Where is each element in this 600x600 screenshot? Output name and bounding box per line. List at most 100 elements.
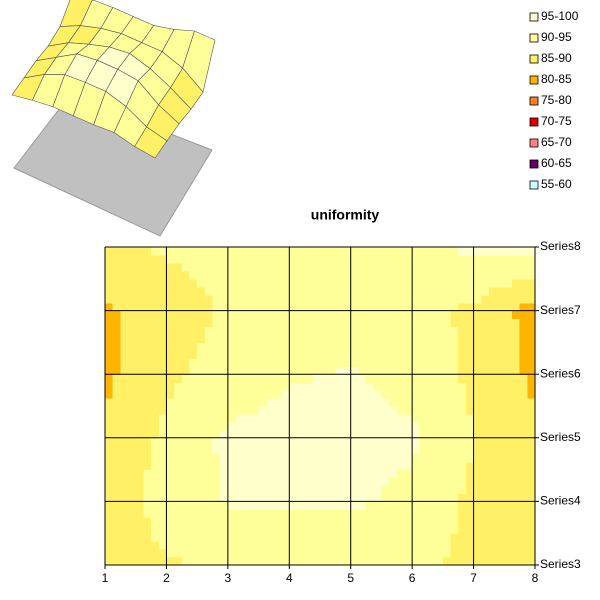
contour-cell bbox=[135, 254, 144, 264]
contour-cell bbox=[389, 421, 398, 431]
contour-cell bbox=[435, 278, 444, 288]
contour-cell bbox=[343, 326, 352, 336]
contour-cell bbox=[304, 374, 313, 383]
contour-cell bbox=[281, 533, 290, 542]
contour-cell bbox=[358, 366, 367, 375]
contour-cell bbox=[504, 262, 513, 272]
contour-cell bbox=[250, 525, 260, 534]
contour-cell bbox=[181, 437, 191, 447]
contour-cell bbox=[281, 517, 290, 526]
contour-cell bbox=[289, 429, 298, 439]
contour-cell bbox=[250, 406, 260, 415]
contour-cell bbox=[128, 549, 137, 558]
contour-cell bbox=[281, 421, 290, 431]
contour-cell bbox=[250, 294, 260, 304]
contour-cell bbox=[281, 334, 290, 343]
contour-cell bbox=[128, 310, 137, 320]
contour-cell bbox=[220, 294, 229, 304]
contour-cell bbox=[250, 390, 260, 399]
contour-cell bbox=[158, 398, 168, 407]
contour-cell bbox=[266, 461, 275, 471]
contour-cell bbox=[227, 286, 237, 296]
contour-cell bbox=[404, 406, 413, 415]
contour-cell bbox=[366, 485, 375, 495]
contour-cell bbox=[304, 525, 313, 534]
contour-cell bbox=[412, 453, 421, 463]
contour-cell bbox=[419, 453, 429, 463]
contour-cell bbox=[458, 254, 467, 264]
contour-cell bbox=[250, 549, 260, 558]
contour-cell bbox=[220, 421, 229, 431]
contour-cell bbox=[320, 509, 329, 518]
contour-cell bbox=[442, 533, 452, 542]
legend-label: 80-85 bbox=[541, 72, 572, 86]
contour-cell bbox=[481, 398, 490, 407]
contour-cell bbox=[350, 390, 359, 399]
contour-cell bbox=[312, 437, 321, 447]
contour-cell bbox=[335, 350, 344, 359]
contour-cell bbox=[442, 493, 452, 502]
contour-cell bbox=[151, 413, 160, 423]
contour-cell bbox=[504, 453, 513, 463]
contour-cell bbox=[527, 429, 536, 439]
contour-cell bbox=[143, 445, 152, 455]
contour-cell bbox=[112, 557, 121, 566]
contour-cell bbox=[120, 366, 129, 375]
contour-cell bbox=[158, 437, 168, 447]
contour-cell bbox=[189, 247, 198, 256]
contour-cell bbox=[266, 366, 275, 375]
contour-cell bbox=[289, 366, 298, 375]
contour-cell bbox=[181, 374, 191, 383]
contour-cell bbox=[404, 517, 413, 526]
contour-cell bbox=[419, 477, 429, 487]
contour-cell bbox=[304, 382, 313, 391]
contour-cell bbox=[381, 278, 390, 288]
contour-cell bbox=[197, 437, 206, 447]
contour-cell bbox=[296, 493, 306, 502]
contour-cell bbox=[112, 262, 121, 272]
contour-cell bbox=[220, 334, 229, 343]
contour-cell bbox=[373, 310, 383, 320]
contour-cell bbox=[481, 453, 490, 463]
contour-cell bbox=[273, 398, 283, 407]
contour-cell bbox=[511, 517, 521, 526]
contour-cell bbox=[112, 302, 121, 312]
contour-cell bbox=[151, 541, 160, 550]
contour-cell bbox=[197, 413, 206, 423]
contour-cell bbox=[143, 286, 152, 296]
contour-cell bbox=[412, 342, 421, 351]
contour-cell bbox=[335, 247, 344, 256]
contour-cell bbox=[389, 517, 398, 526]
contour-cell bbox=[419, 517, 429, 526]
contour-cell bbox=[174, 358, 183, 367]
contour-cell bbox=[212, 390, 221, 399]
contour-cell bbox=[419, 429, 429, 439]
contour-cell bbox=[366, 453, 375, 463]
contour-cell bbox=[458, 310, 467, 320]
contour-cell bbox=[358, 509, 367, 518]
contour-cell bbox=[481, 557, 490, 566]
contour-cell bbox=[373, 350, 383, 359]
contour-cell bbox=[174, 350, 183, 359]
contour-cell bbox=[128, 278, 137, 288]
contour-cell bbox=[220, 541, 229, 550]
contour-cell bbox=[419, 302, 429, 312]
contour-cell bbox=[458, 549, 467, 558]
contour-cell bbox=[419, 247, 429, 256]
contour-cell bbox=[312, 326, 321, 336]
contour-cell bbox=[197, 557, 206, 566]
contour-cell bbox=[412, 469, 421, 479]
contour-cell bbox=[327, 366, 336, 375]
contour-cell bbox=[496, 533, 505, 542]
contour-cell bbox=[212, 453, 221, 463]
contour-cell bbox=[350, 358, 359, 367]
contour-cell bbox=[151, 302, 160, 312]
contour-cell bbox=[527, 477, 536, 487]
contour-cell bbox=[304, 421, 313, 431]
contour-cell bbox=[174, 413, 183, 423]
contour-cell bbox=[151, 557, 160, 566]
contour-cell bbox=[373, 390, 383, 399]
contour-cell bbox=[181, 461, 191, 471]
contour-cell bbox=[112, 493, 121, 502]
contour-cell bbox=[481, 469, 490, 479]
